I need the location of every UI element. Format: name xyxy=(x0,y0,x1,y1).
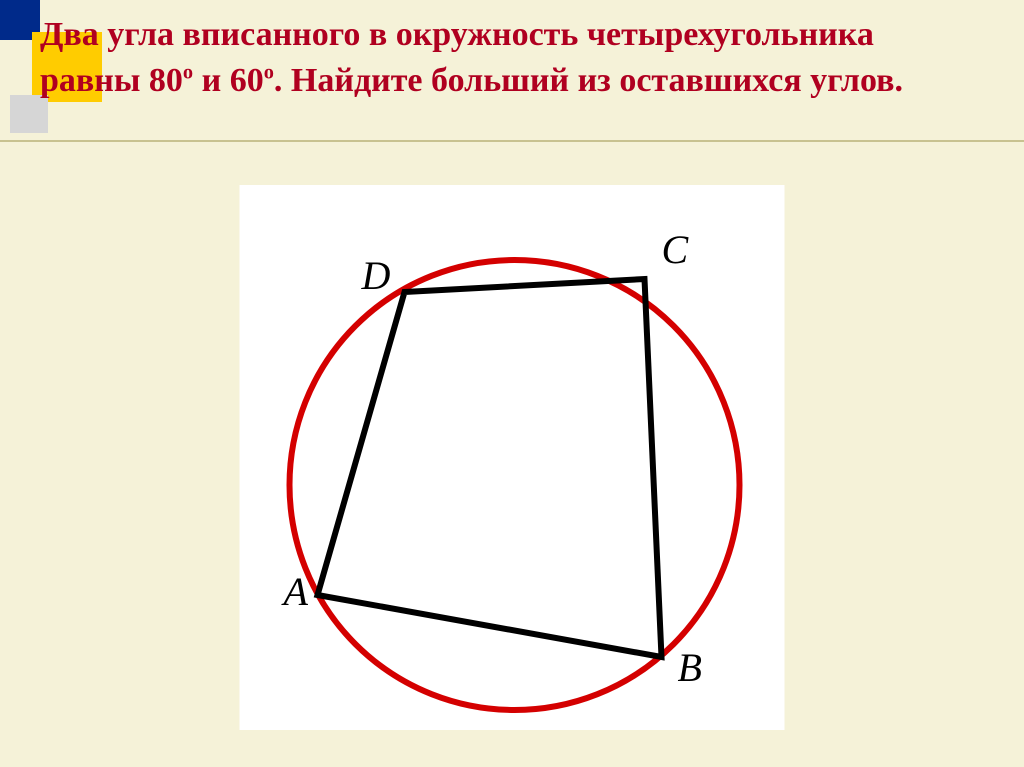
vertex-label-B: B xyxy=(678,645,702,690)
title-sup-2: о xyxy=(264,62,274,84)
title-part-2: и 60 xyxy=(193,62,264,99)
vertex-label-D: D xyxy=(361,253,391,298)
title-part-3: . Найдите больший из оставшихся углов. xyxy=(274,62,903,99)
vertex-label-C: C xyxy=(662,227,690,272)
slide-title: Два угла вписанного в окружность четырех… xyxy=(40,12,980,104)
decor-horizontal-rule xyxy=(0,140,1024,142)
title-sup-1: о xyxy=(183,62,193,84)
inscribed-quadrilateral xyxy=(318,279,662,657)
vertex-label-A: A xyxy=(281,569,309,614)
circumscribed-circle xyxy=(290,260,740,710)
diagram-panel: A B C D xyxy=(240,185,785,730)
geometry-diagram: A B C D xyxy=(240,185,785,730)
